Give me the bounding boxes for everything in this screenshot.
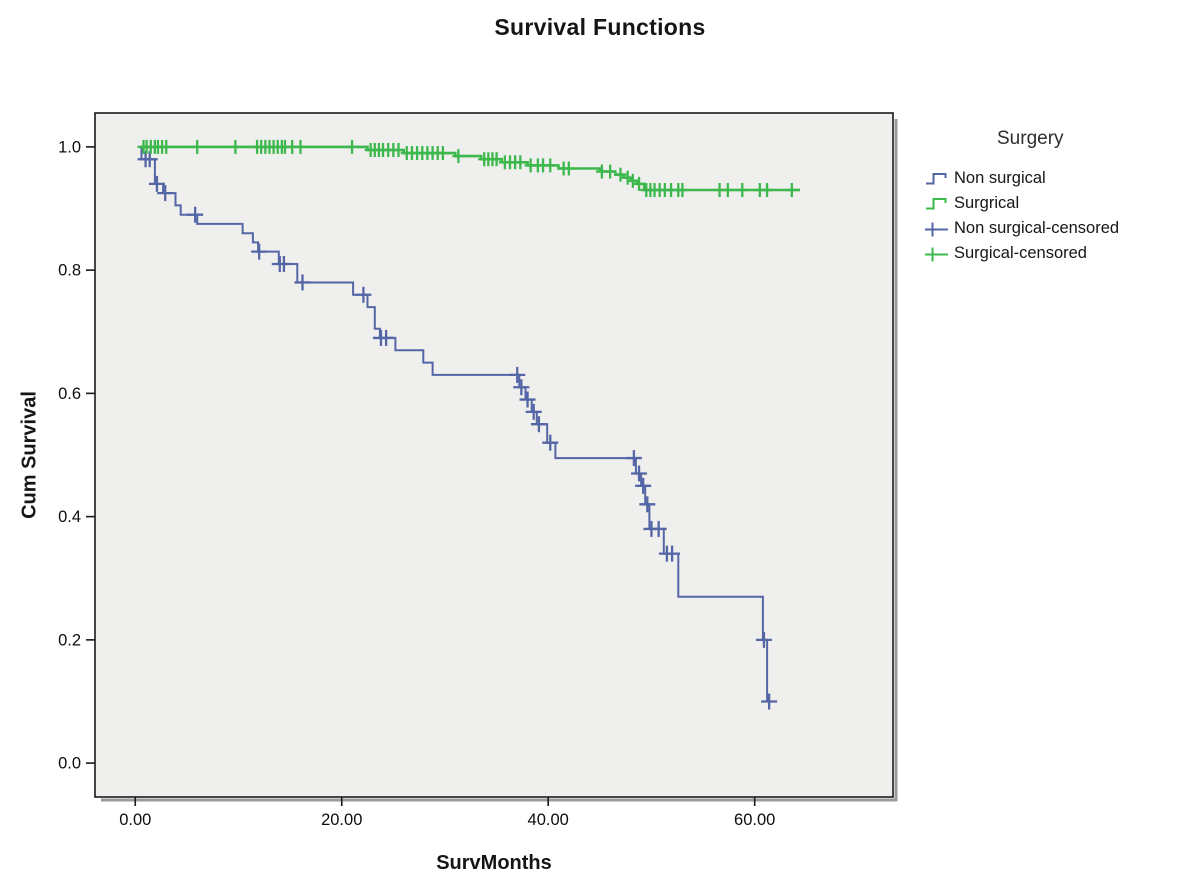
legend: Surgery Non surgical Surgrical Non surgica… bbox=[925, 128, 1195, 266]
x-tick-label: 60.00 bbox=[734, 811, 775, 829]
y-axis-label: Cum Survival bbox=[18, 391, 41, 519]
km-chart-svg: 0.0 0.2 0.4 0.6 0.8 1.0 0.00 20.00 40.00 60.00 bbox=[58, 112, 898, 829]
y-tick-label: 0.0 bbox=[58, 755, 81, 773]
legend-item-label: Surgrical bbox=[954, 194, 1020, 212]
legend-item-surgical-censored: Surgical-censored bbox=[925, 241, 1195, 266]
x-tick-label: 20.00 bbox=[321, 811, 362, 829]
y-tick-label: 0.6 bbox=[58, 385, 81, 403]
x-tick-label: 0.00 bbox=[119, 811, 151, 829]
km-plot-area: 0.0 0.2 0.4 0.6 0.8 1.0 0.00 20.00 40.00 60.00 bbox=[40, 95, 910, 845]
legend-item-non-surgical: Non surgical bbox=[925, 166, 1195, 191]
legend-item-surgrical: Surgrical bbox=[925, 191, 1195, 216]
legend-censor-icon bbox=[925, 222, 948, 236]
legend-items: Non surgical Surgrical Non surgical-censor… bbox=[925, 166, 1195, 266]
legend-step-icon bbox=[926, 172, 947, 184]
legend-item-non-surgical-censored: Non surgical-censored bbox=[925, 216, 1195, 241]
legend-item-label: Non surgical bbox=[954, 169, 1046, 187]
plot-border bbox=[94, 112, 894, 798]
series-surgical bbox=[137, 139, 801, 198]
chart-title: Survival Functions bbox=[494, 14, 706, 40]
plot-background bbox=[95, 113, 893, 797]
legend-item-label: Non surgical-censored bbox=[954, 219, 1120, 237]
y-tick-label: 1.0 bbox=[58, 138, 81, 156]
x-axis-label: SurvMonths bbox=[436, 852, 552, 874]
y-tick-label: 0.8 bbox=[58, 262, 81, 280]
axis-ticks: 0.0 0.2 0.4 0.6 0.8 1.0 0.00 20.00 40.00 60.00 bbox=[58, 138, 775, 829]
y-tick-label: 0.4 bbox=[58, 508, 81, 526]
y-tick-label: 0.2 bbox=[58, 631, 81, 649]
x-tick-label: 40.00 bbox=[528, 811, 569, 829]
legend-title: Surgery bbox=[997, 128, 1064, 149]
legend-censor-icon bbox=[925, 247, 948, 261]
legend-step-icon bbox=[926, 197, 947, 209]
legend-item-label: Surgical-censored bbox=[954, 244, 1087, 262]
